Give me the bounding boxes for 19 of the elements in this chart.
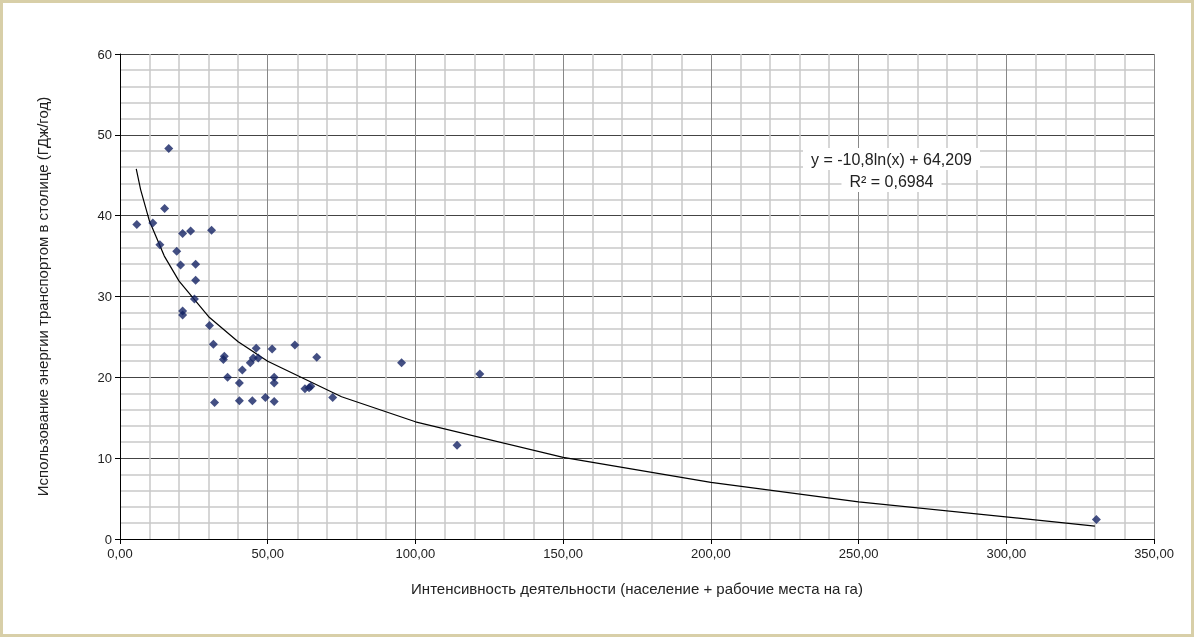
x-tick-label: 0,00	[107, 546, 133, 561]
annotation: R² = 0,6984	[849, 172, 934, 190]
y-tick-label: 20	[97, 369, 112, 385]
x-tick-label: 150,00	[543, 546, 584, 561]
x-tick-label: 50,00	[251, 546, 284, 561]
y-tick-label: 30	[97, 289, 112, 304]
x-tick-label: 350,00	[1134, 546, 1174, 561]
annotation: y = -10,8ln(x) + 64,209	[811, 150, 973, 168]
x-tick-label: 300,00	[986, 546, 1027, 561]
x-tick-label: 250,00	[838, 546, 879, 561]
y-tick-label: 40	[97, 208, 112, 224]
x-tick-label: 100,00	[395, 546, 436, 561]
x-axis-title: Интенсивность деятельности (население + рабочие места на га)	[411, 580, 863, 597]
y-tick-label: 0	[104, 531, 112, 547]
y-axis-title: Использование энергии транспортом в столице (ГДж/год)	[34, 96, 51, 497]
y-tick-label: 10	[97, 450, 112, 466]
y-tick-label: 50	[97, 127, 112, 143]
x-tick-label: 200,00	[690, 546, 731, 561]
y-tick-label: 60	[97, 46, 112, 62]
